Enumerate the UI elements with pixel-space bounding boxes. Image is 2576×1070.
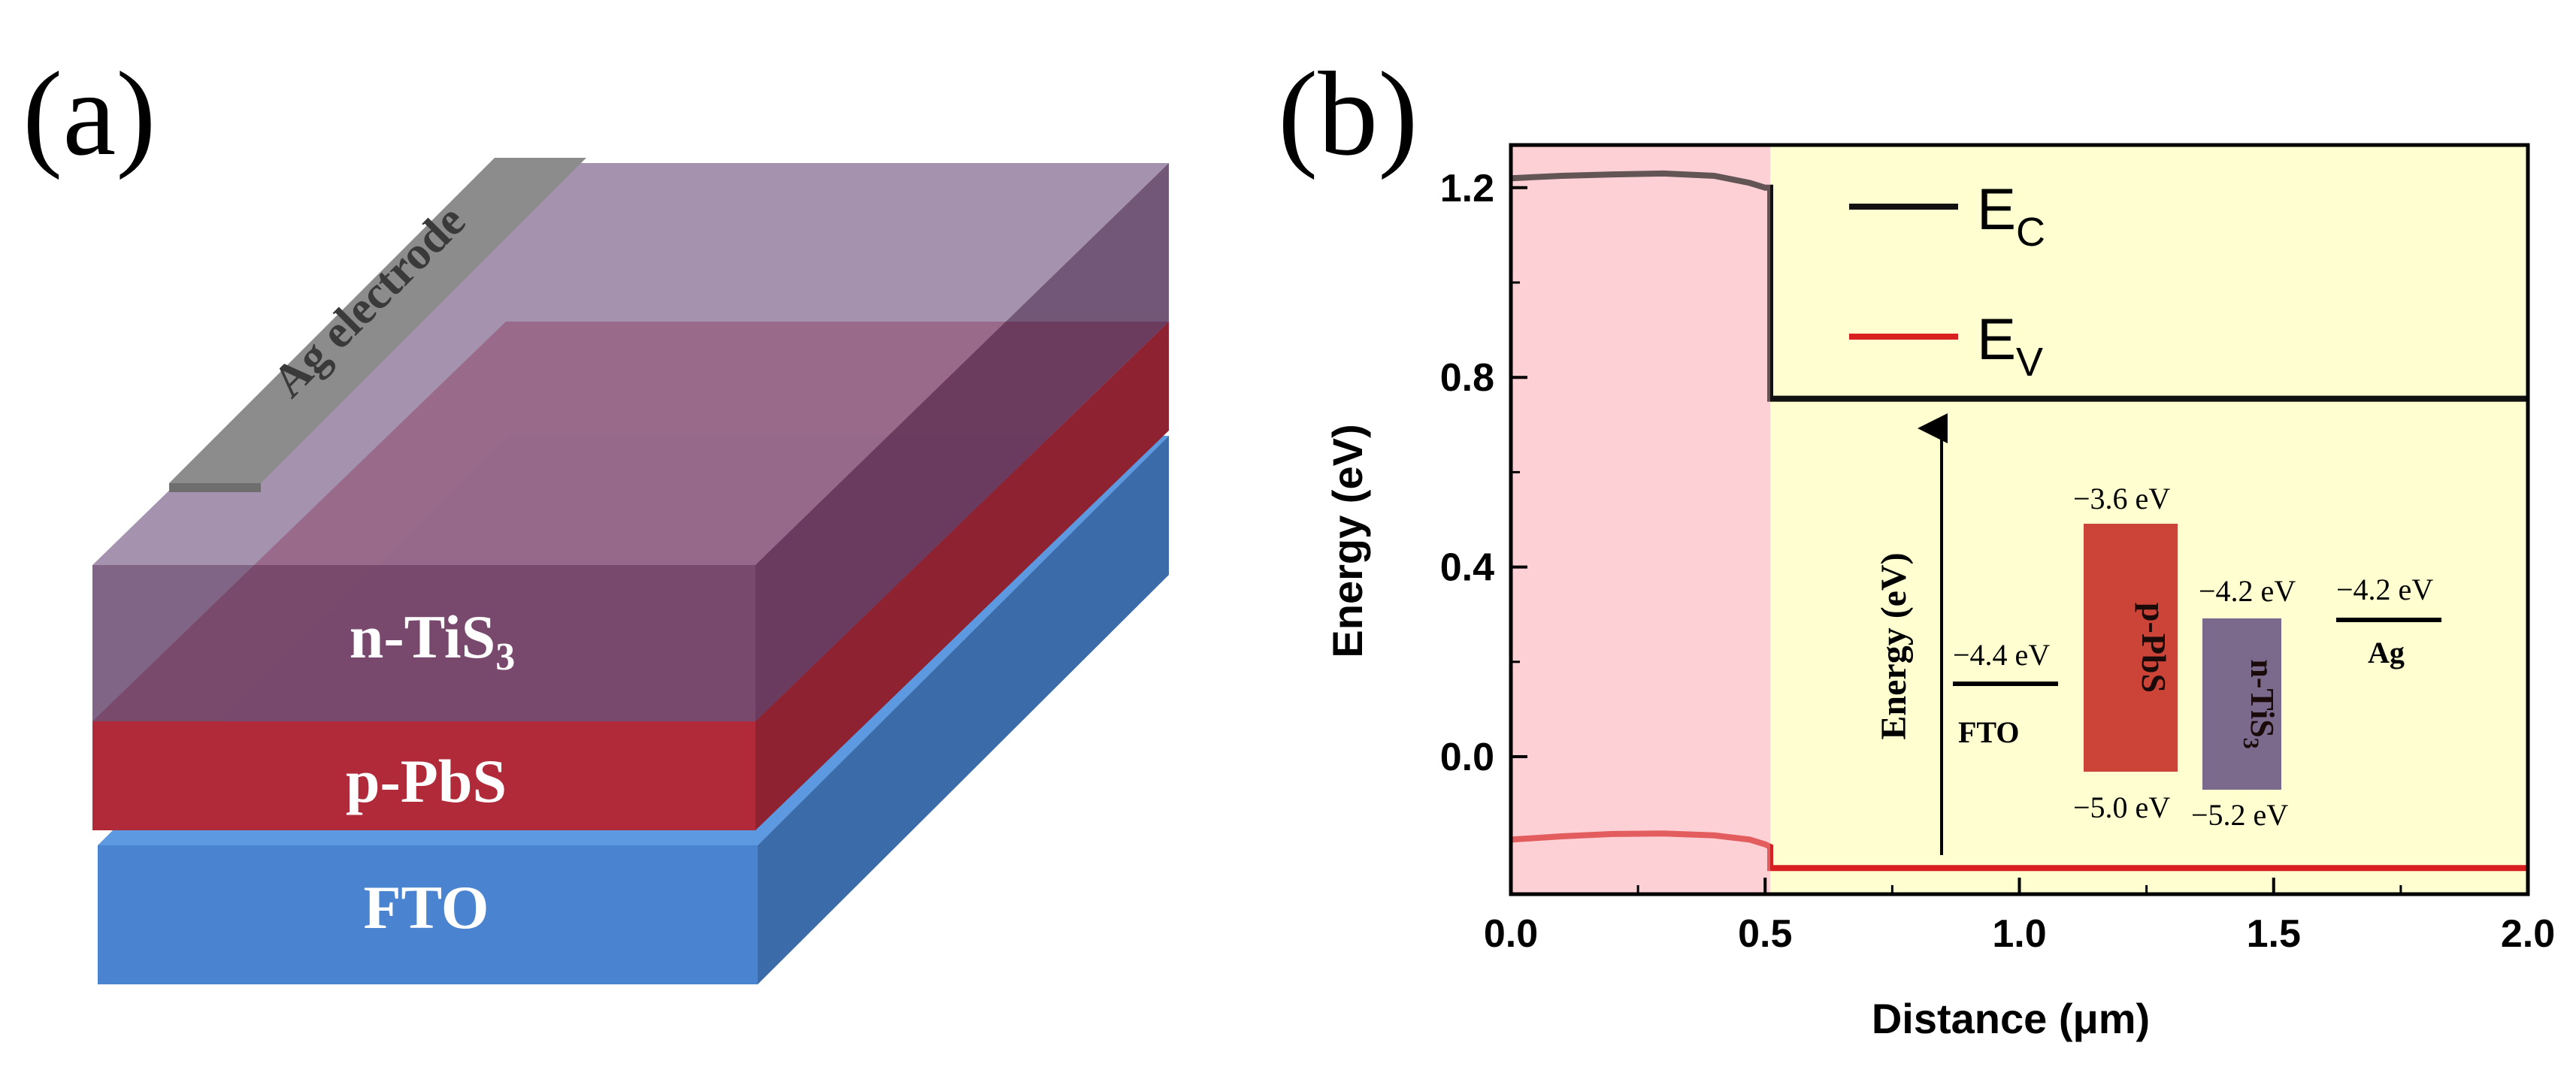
x-tick-label: 1.0 [1992, 912, 2046, 956]
y-tick-label: 0.4 [1440, 546, 1494, 590]
tis3-side-face [755, 163, 1169, 721]
y-axis: 0.0 0.4 0.8 1.2 [1440, 167, 1527, 779]
right-region [1770, 145, 2528, 894]
inset-ag-name: Ag [2368, 636, 2405, 670]
tis3-front-face [92, 565, 755, 721]
y-axis-label: Energy (eV) [1324, 424, 1371, 657]
y-tick-label: 1.2 [1440, 167, 1494, 210]
legend-ev-label: EV [1977, 306, 2043, 385]
x-axis-label: Distance (μm) [1872, 995, 2150, 1042]
inset-tis3-name: n-TiS3 [2238, 659, 2281, 748]
x-tick-label: 2.0 [2501, 912, 2555, 956]
fto-side-face [758, 436, 1169, 984]
pbs-layer-label: p-PbS [346, 747, 507, 815]
left-region-overlay [1511, 145, 1771, 894]
ec-line [1510, 170, 2528, 402]
left-region [1511, 145, 1771, 894]
inset-tis3-top-label: −4.2 eV [2199, 574, 2296, 608]
inset-pbs-box [2084, 524, 2178, 772]
pbs-front-face [92, 721, 755, 830]
legend-ec-label: EC [1977, 176, 2045, 255]
inset-axis-label: Energy (eV) [1874, 552, 1914, 739]
tis3-layer [92, 163, 1169, 721]
tis3-layer-label: n-TiS3 [350, 603, 516, 679]
x-tick-label: 0.5 [1738, 912, 1792, 956]
panel-b: (b) 0.0 0.5 1.0 1.5 2.0 0.0 0.4 0.8 1.2 Distanc… [1278, 47, 2555, 1042]
fto-front-face [98, 845, 758, 984]
ag-electrode-edge [169, 483, 261, 492]
tis3-top-face [92, 163, 1169, 565]
x-tick-label: 0.0 [1484, 912, 1538, 956]
panel-a: (a) Ag electrode n-TiS3 p-PbS FTO [23, 47, 1169, 984]
x-axis: 0.0 0.5 1.0 1.5 2.0 [1484, 878, 2555, 956]
pbs-side-face [755, 322, 1169, 830]
inset-ag-top-label: −4.2 eV [2336, 573, 2433, 606]
y-tick-label: 0.8 [1440, 356, 1494, 400]
panel-a-label: (a) [23, 47, 156, 180]
y-tick-label: 0.0 [1440, 736, 1494, 779]
inset-fto-top-label: −4.4 eV [1953, 638, 2050, 672]
inset-fto-name: FTO [1958, 715, 2020, 749]
inset-pbs-top-label: −3.6 eV [2073, 482, 2170, 515]
inset-pbs-bottom-label: −5.0 eV [2073, 790, 2170, 824]
legend: EC EV [1849, 176, 2045, 385]
panel-b-label: (b) [1278, 47, 1418, 180]
fto-layer-label: FTO [363, 873, 489, 942]
ev-line [1510, 830, 2528, 872]
x-tick-label: 1.5 [2247, 912, 2301, 956]
inset-tis3-bottom-label: −5.2 eV [2191, 798, 2288, 832]
ag-electrode-top [169, 158, 586, 483]
inset-pbs-name: p-PbS [2135, 603, 2173, 693]
band-diagram-inset: Energy (eV) −4.4 eV FTO −3.6 eV −5.0 eV … [1874, 413, 2441, 855]
inset-tis3-box [2202, 618, 2281, 790]
